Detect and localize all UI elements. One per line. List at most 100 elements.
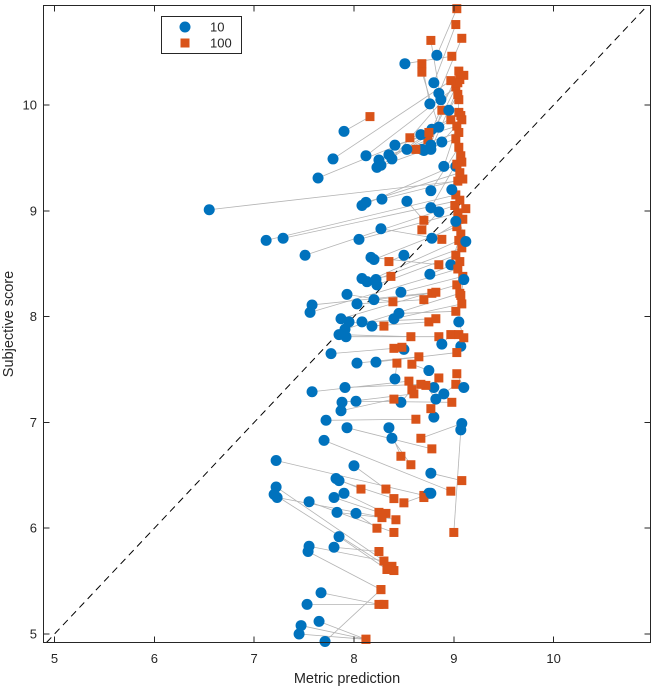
pair-connector-line [332,80,452,160]
pair-connector-line [318,620,367,640]
data-point-bitrate-100 [388,297,398,307]
pair-connector-line [338,480,395,499]
data-point-bitrate-100 [381,484,391,494]
data-point-bitrate-100 [452,369,462,379]
pair-connector-line [299,633,367,640]
data-point-bitrate-100 [424,127,434,137]
data-point-bitrate-100 [399,498,409,508]
data-point-bitrate-100 [454,330,464,340]
data-point-bitrate-10 [368,294,380,306]
pair-connector-line [420,423,462,439]
data-point-bitrate-100 [461,204,471,214]
data-point-bitrate-10 [438,160,450,172]
x-tick-label: 5 [51,651,58,666]
data-point-bitrate-100 [389,566,399,576]
pair-connector-line [393,303,462,320]
data-point-bitrate-10 [395,286,407,298]
data-point-bitrate-100 [457,243,467,253]
data-point-bitrate-10 [428,411,440,423]
data-point-bitrate-100 [356,484,366,494]
data-point-bitrate-10 [425,467,437,479]
data-point-bitrate-100 [437,234,447,244]
pair-connector-line [275,486,393,567]
data-point-bitrate-100 [384,257,394,267]
data-point-bitrate-100 [389,394,399,404]
data-point-bitrate-10 [306,386,318,398]
data-point-bitrate-100 [419,493,429,503]
data-point-bitrate-10 [398,249,410,261]
data-point-bitrate-100 [456,151,466,161]
pair-connector-line [436,8,458,56]
data-point-bitrate-10 [353,233,365,245]
data-point-bitrate-100 [454,66,464,76]
data-point-bitrate-10 [393,307,405,319]
legend-box [161,16,242,54]
y-tick-label: 10 [23,97,37,112]
data-point-bitrate-100 [365,112,375,122]
data-point-bitrate-10 [376,193,388,205]
data-point-bitrate-10 [338,125,350,137]
data-point-bitrate-10 [336,396,348,408]
data-point-bitrate-100 [421,380,431,390]
data-point-bitrate-10 [348,460,360,472]
data-point-bitrate-100 [446,486,456,496]
data-point-bitrate-10 [383,422,395,434]
pair-connector-line [323,440,451,492]
data-point-bitrate-10 [338,487,350,499]
pair-connector-line [320,592,380,605]
data-point-bitrate-100 [451,306,461,316]
data-point-bitrate-10 [399,58,411,70]
pair-connector-line [308,545,385,562]
data-point-bitrate-10 [268,488,280,500]
data-point-bitrate-10 [301,598,313,610]
y-tick-label: 7 [30,415,37,430]
pair-connector-line [330,347,394,355]
pair-connector-line [326,418,416,421]
data-point-bitrate-10 [436,136,448,148]
data-point-bitrate-10 [424,268,436,280]
data-point-bitrate-10 [423,365,435,377]
data-point-bitrate-10 [351,298,363,310]
data-point-bitrate-100 [459,333,469,343]
pair-connector-line [324,589,382,642]
data-point-bitrate-100 [404,376,414,386]
data-point-bitrate-100 [427,444,437,454]
data-point-bitrate-100 [452,121,462,131]
data-point-bitrate-10 [389,373,401,385]
data-point-bitrate-100 [411,144,421,154]
data-point-bitrate-10 [320,414,332,426]
pair-connector-line [209,180,458,211]
data-point-bitrate-100 [447,397,457,407]
data-point-bitrate-100 [446,115,456,125]
data-point-bitrate-100 [382,564,392,574]
data-point-bitrate-100 [452,280,462,290]
data-point-bitrate-100 [392,358,402,368]
data-point-bitrate-100 [376,585,386,595]
data-point-bitrate-100 [419,215,429,225]
pair-connector-line [358,212,458,240]
legend-marker-circle-icon [179,21,191,33]
data-point-bitrate-100 [391,515,401,525]
data-point-bitrate-100 [457,476,467,486]
data-point-bitrate-10 [295,620,307,632]
data-point-bitrate-100 [455,168,465,178]
data-point-bitrate-100 [377,513,387,523]
data-point-bitrate-10 [389,139,401,151]
data-point-bitrate-10 [425,139,437,151]
data-point-bitrate-10 [325,348,337,360]
data-point-bitrate-100 [386,271,396,281]
data-point-bitrate-100 [379,321,389,331]
data-point-bitrate-10 [333,531,345,543]
data-point-bitrate-100 [431,314,441,324]
x-tick-label: 8 [350,651,357,666]
data-point-bitrate-10 [453,316,465,328]
data-point-bitrate-100 [379,599,389,609]
data-point-bitrate-10 [446,184,458,196]
data-point-bitrate-100 [416,433,426,443]
data-point-bitrate-100 [447,51,457,61]
data-point-bitrate-10 [315,587,327,599]
data-point-bitrate-100 [451,190,461,200]
data-point-bitrate-10 [458,274,470,286]
data-point-bitrate-10 [458,381,470,393]
data-point-bitrate-10 [375,223,387,235]
